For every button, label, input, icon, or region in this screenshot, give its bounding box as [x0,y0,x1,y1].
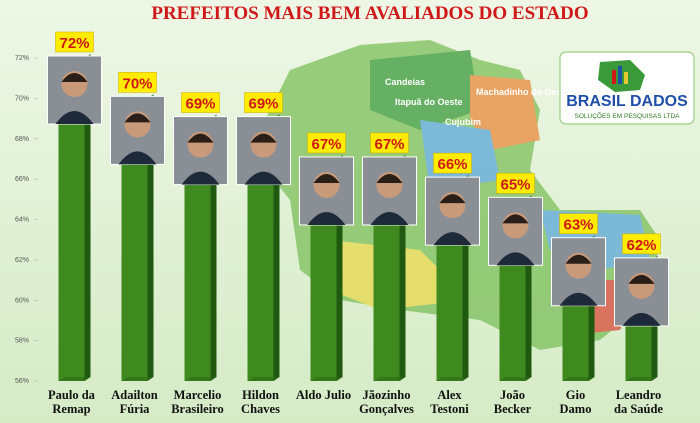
x-tick-label: Hildon Chaves [241,388,280,416]
photo-hair [502,214,529,224]
bar-group: 65% [488,173,543,381]
photo-person [244,171,283,185]
bar-side [84,54,91,381]
value-label: 69% [248,96,278,113]
photo-person [118,151,157,165]
y-tick-label: 56% [15,378,29,385]
y-tick-label: 68% [15,136,29,143]
photo-hair [313,173,340,183]
bar-side [147,94,154,381]
y-tick-label: 62% [15,257,29,264]
photo-hair [124,113,151,123]
photo-hair [187,133,214,143]
x-tick-label: Leandro da Saúde [614,388,663,416]
y-tick-label: 60% [15,297,29,304]
value-label: 66% [437,156,467,173]
value-label-box [433,152,472,174]
photo-person [55,111,94,124]
chart-title: PREFEITOS MAIS BEM AVALIADOS DO ESTADO [151,3,588,24]
value-label-box [559,213,598,234]
bar-group: 72% [47,31,102,381]
bar-group: 63% [551,213,606,381]
bar-base [121,377,154,381]
photo-hair [628,274,655,284]
x-tick-label: Marcelio Brasileiro [171,388,224,416]
value-label-box [307,132,346,154]
map-label: Machadinho do Oeste [476,87,570,97]
x-tick-label: Jãozinho Gonçalves [359,388,414,416]
logo: BRASIL DADOS SOLUÇÕES EM PESQUISAS LTDA [559,51,695,125]
photo-person [496,252,535,266]
photo-person [559,292,598,306]
value-label-box [244,92,283,113]
value-label-box [496,173,535,194]
x-tick-label: João Becker [493,388,532,416]
photo-hair [439,194,466,204]
x-tick-label: Aldo Julio [295,388,352,402]
value-label: 62% [626,237,656,254]
bar-base [310,377,343,381]
value-label: 72% [59,35,89,52]
bar-group: 67% [299,132,354,381]
logo-tagline: SOLUÇÕES EM PESQUISAS LTDA [575,111,681,120]
photo-person [181,171,220,185]
value-label-box [622,233,661,255]
value-label-box [181,92,220,113]
x-tick-label: Paulo da Remap [48,388,95,416]
map-label: Candeias [385,77,425,87]
value-label: 69% [185,96,215,113]
photo-hair [250,133,277,143]
x-tick-label: Adailton Fúria [111,388,158,416]
bar-group: 69% [236,92,291,381]
value-label: 65% [500,176,530,193]
value-label-box [370,132,409,154]
photo-person [307,211,346,225]
value-label-box [55,31,94,53]
photo-person [433,232,472,246]
bar-group: 69% [173,92,228,381]
map-labels: Candeias Itapuã do Oeste Machadinho do O… [385,77,570,127]
photo-hair [61,73,88,82]
y-tick-label: 66% [15,176,29,183]
y-tick-label: 58% [15,338,29,345]
bar-base [562,377,595,381]
logo-name: BRASIL DADOS [566,93,688,110]
photo-hair [565,254,592,264]
bar-base [436,377,469,381]
y-tick-label: 72% [15,55,29,62]
value-label: 70% [122,75,152,92]
map-label: Cujubim [445,117,481,127]
value-label: 67% [374,136,404,153]
bar-base [499,377,532,381]
bar-base [625,377,658,381]
bar-base [373,377,406,381]
photo-hair [376,173,403,183]
bar-base [58,377,91,381]
bar-group: 67% [362,132,417,381]
bar-base [247,377,280,381]
value-label: 67% [311,136,341,153]
photo-person [622,312,661,326]
map-label: Itapuã do Oeste [395,97,463,107]
value-label: 63% [563,217,593,234]
value-label-box [118,72,157,93]
bar-group: 66% [425,152,480,381]
x-tick-label: Gio Damo [559,388,592,416]
bar-base [184,377,217,381]
y-tick-label: 64% [15,217,29,224]
x-tick-label: Alex Testoni [430,388,469,416]
bar-group: 70% [110,72,165,381]
bar-group: 62% [614,233,669,381]
y-tick-label: 70% [15,95,29,102]
photo-person [370,211,409,225]
